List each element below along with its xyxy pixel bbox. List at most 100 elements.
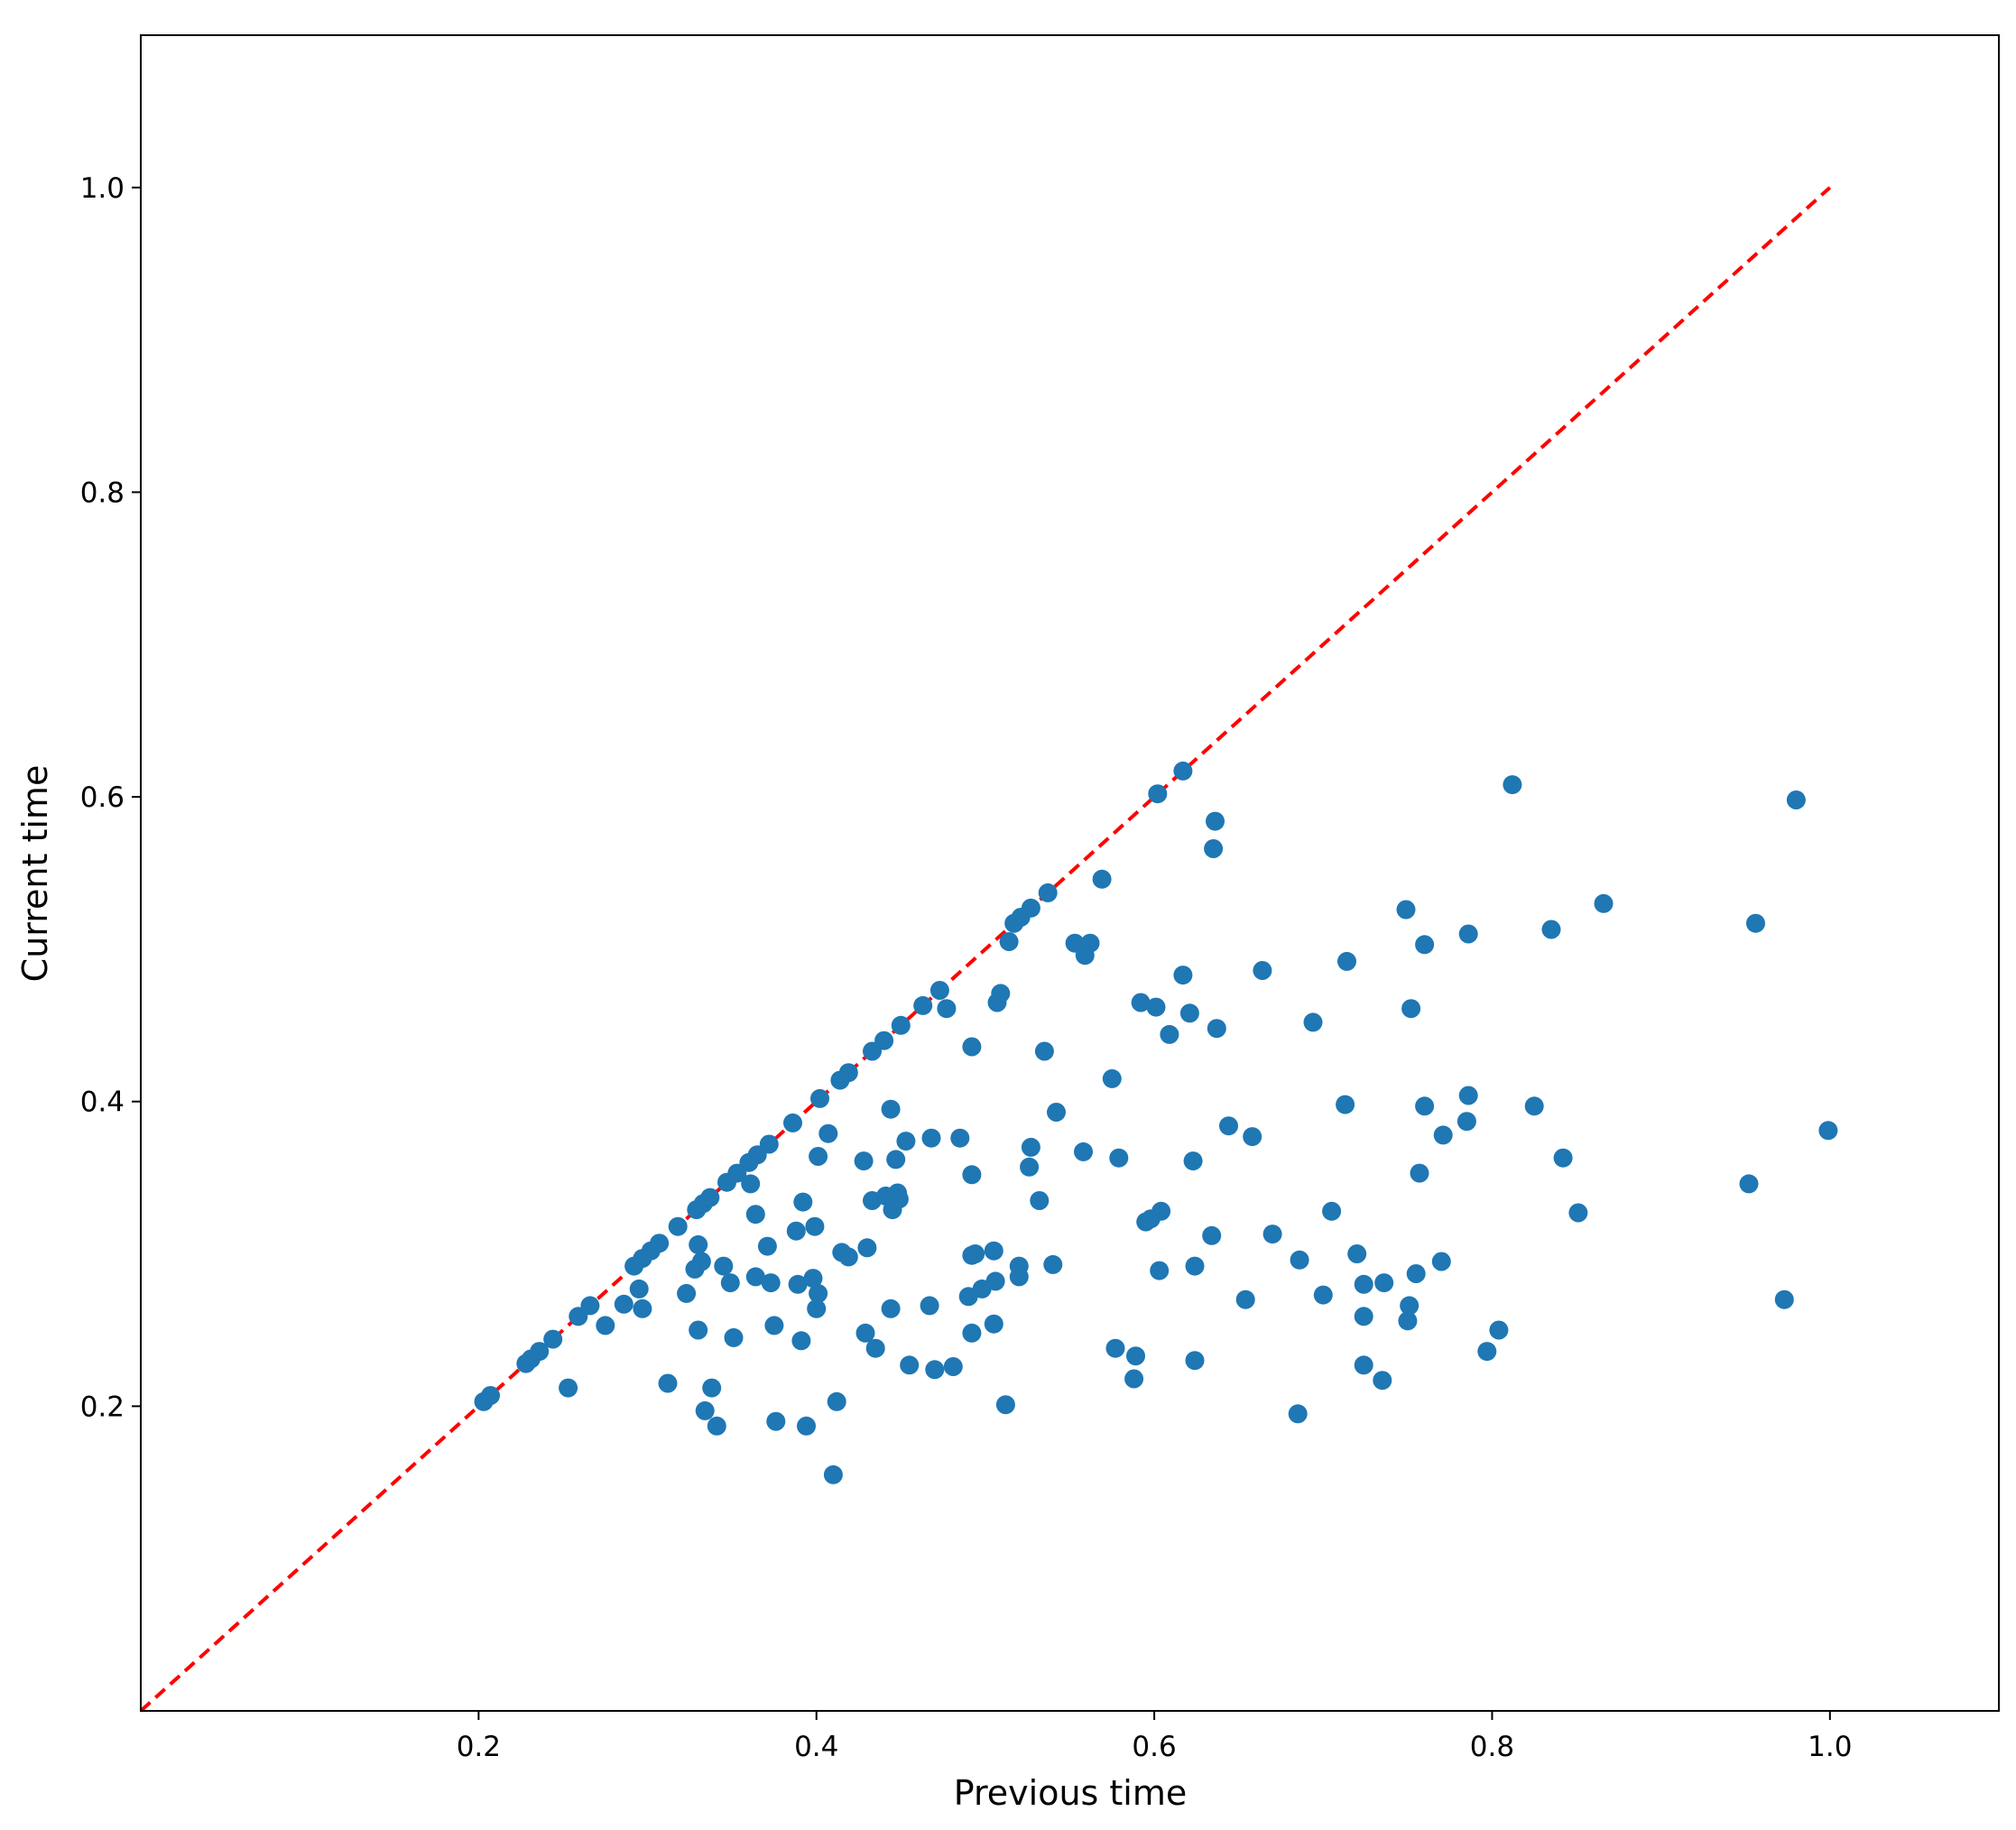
data-point [543,1329,563,1349]
data-point [1074,1141,1093,1161]
data-point [1219,1116,1238,1136]
x-tick-label: 0.6 [1132,1731,1176,1763]
data-point [633,1299,652,1318]
data-point [857,1238,877,1258]
data-point [881,1299,901,1318]
data-point [1406,1264,1426,1283]
data-point [962,1165,982,1185]
data-point [854,1151,874,1171]
data-point [1354,1307,1373,1326]
data-point [791,1331,811,1351]
data-point [741,1174,761,1194]
data-point [1457,1112,1476,1132]
data-point [757,1236,777,1256]
data-point [1243,1127,1262,1147]
data-point [1253,961,1272,980]
data-point [689,1234,708,1254]
plot-frame [140,34,2000,1712]
data-point [1080,933,1100,953]
data-point [886,1150,906,1169]
data-point [1102,1068,1122,1088]
data-point [921,1128,941,1148]
x-tick-label: 0.8 [1470,1731,1514,1763]
data-point [1398,1311,1418,1331]
data-point [1034,1041,1054,1061]
data-point [809,1283,828,1303]
data-point [943,1357,963,1376]
data-point [1786,790,1806,809]
data-point [724,1327,744,1347]
data-point [668,1216,688,1236]
data-point [530,1342,550,1362]
data-point [966,1244,985,1263]
data-point [614,1294,633,1314]
data-point [1290,1250,1309,1270]
data-point [1354,1355,1373,1375]
data-point [1150,1261,1170,1280]
data-point [1021,1137,1040,1157]
data-point [1503,775,1522,795]
data-point [1235,1289,1255,1309]
data-point [1415,1096,1435,1116]
data-point [1347,1244,1367,1263]
data-point [481,1386,500,1405]
data-point [925,1360,945,1380]
data-point [889,1189,909,1209]
data-point [891,1015,911,1035]
y-tick-label: 0.2 [80,1391,125,1423]
data-point [707,1416,726,1436]
data-point [1202,1225,1222,1245]
data-point [896,1132,916,1151]
data-point [1185,1351,1205,1371]
data-point [1020,1157,1040,1177]
data-point [838,1063,858,1083]
data-point [689,1320,708,1340]
data-point [1336,1095,1355,1114]
data-point [984,1314,1003,1334]
data-point [1043,1254,1063,1274]
data-point [1173,761,1193,781]
data-point [1179,1003,1199,1023]
data-point [1739,1174,1759,1194]
data-point [1092,869,1112,889]
data-point [788,1274,808,1294]
x-axis-title: Previous time [954,1773,1188,1813]
data-point [745,1205,765,1225]
data-point [1396,900,1416,920]
data-point [1410,1163,1429,1183]
data-point [629,1279,649,1299]
data-point [596,1316,615,1336]
data-point [803,1269,823,1289]
data-point [1148,784,1168,804]
data-point [1322,1201,1342,1221]
data-point [1009,1267,1029,1287]
data-point [807,1299,827,1318]
data-point [1594,893,1614,913]
data-point [1207,1019,1226,1039]
data-point [929,981,949,1000]
data-point [1262,1225,1282,1244]
data-point [991,984,1011,1003]
x-tick-label: 0.4 [794,1731,838,1763]
data-point [1489,1320,1509,1340]
data-point [1038,883,1058,902]
data-point [559,1378,578,1398]
data-point [745,1267,765,1287]
y-tick-label: 0.4 [80,1086,125,1119]
data-point [1160,1024,1179,1044]
data-point [962,1323,982,1343]
data-point [1021,898,1040,918]
y-axis-ticks: 0.2 0.4 0.6 0.8 1.0 [80,172,141,1423]
data-point [1124,1369,1144,1389]
data-point [759,1134,779,1154]
data-point [1746,913,1765,933]
data-point [999,932,1019,951]
data-point [1774,1289,1794,1309]
data-point [1173,966,1193,985]
data-point [1401,999,1421,1019]
data-point [1126,1346,1145,1366]
data-point [937,999,957,1019]
data-point [810,1088,829,1108]
y-axis-title: Current time [15,765,55,983]
